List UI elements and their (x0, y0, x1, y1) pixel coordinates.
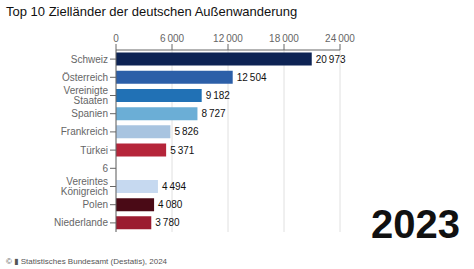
svg-text:VereintesKönigreich: VereintesKönigreich (61, 176, 108, 197)
svg-text:5 371: 5 371 (170, 145, 195, 156)
svg-text:6: 6 (102, 163, 108, 174)
svg-text:Türkei: Türkei (80, 145, 108, 156)
svg-text:Österreich: Österreich (62, 72, 108, 83)
svg-text:12 504: 12 504 (237, 72, 267, 83)
svg-text:Frankreich: Frankreich (61, 126, 108, 137)
svg-text:4 494: 4 494 (162, 181, 187, 192)
svg-text:18 000: 18 000 (269, 33, 299, 44)
html-text:Top 10 Zielländer der deutsche: Top 10 Zielländer der deutschen Außenwan… (6, 4, 298, 19)
svg-text:8 727: 8 727 (201, 108, 226, 119)
html-text:2023: 2023 (371, 202, 460, 246)
svg-text:Niederlande: Niederlande (54, 217, 108, 228)
html-text:© ▮ Statistisches Bundesamt (D: © ▮ Statistisches Bundesamt (Destatis), … (6, 257, 167, 266)
svg-text:0: 0 (113, 33, 119, 44)
svg-text:20 973: 20 973 (316, 54, 346, 65)
svg-text:4 080: 4 080 (158, 199, 183, 210)
svg-text:5 826: 5 826 (174, 126, 199, 137)
svg-text:6 000: 6 000 (160, 33, 185, 44)
svg-text:Schweiz: Schweiz (71, 54, 108, 65)
svg-text:9 182: 9 182 (206, 90, 231, 101)
svg-text:VereinigteStaaten: VereinigteStaaten (64, 85, 109, 106)
svg-text:3 780: 3 780 (155, 217, 180, 228)
svg-text:Polen: Polen (82, 199, 108, 210)
svg-text:12 000: 12 000 (213, 33, 243, 44)
svg-text:24 000: 24 000 (325, 33, 355, 44)
svg-text:Spanien: Spanien (71, 108, 108, 119)
